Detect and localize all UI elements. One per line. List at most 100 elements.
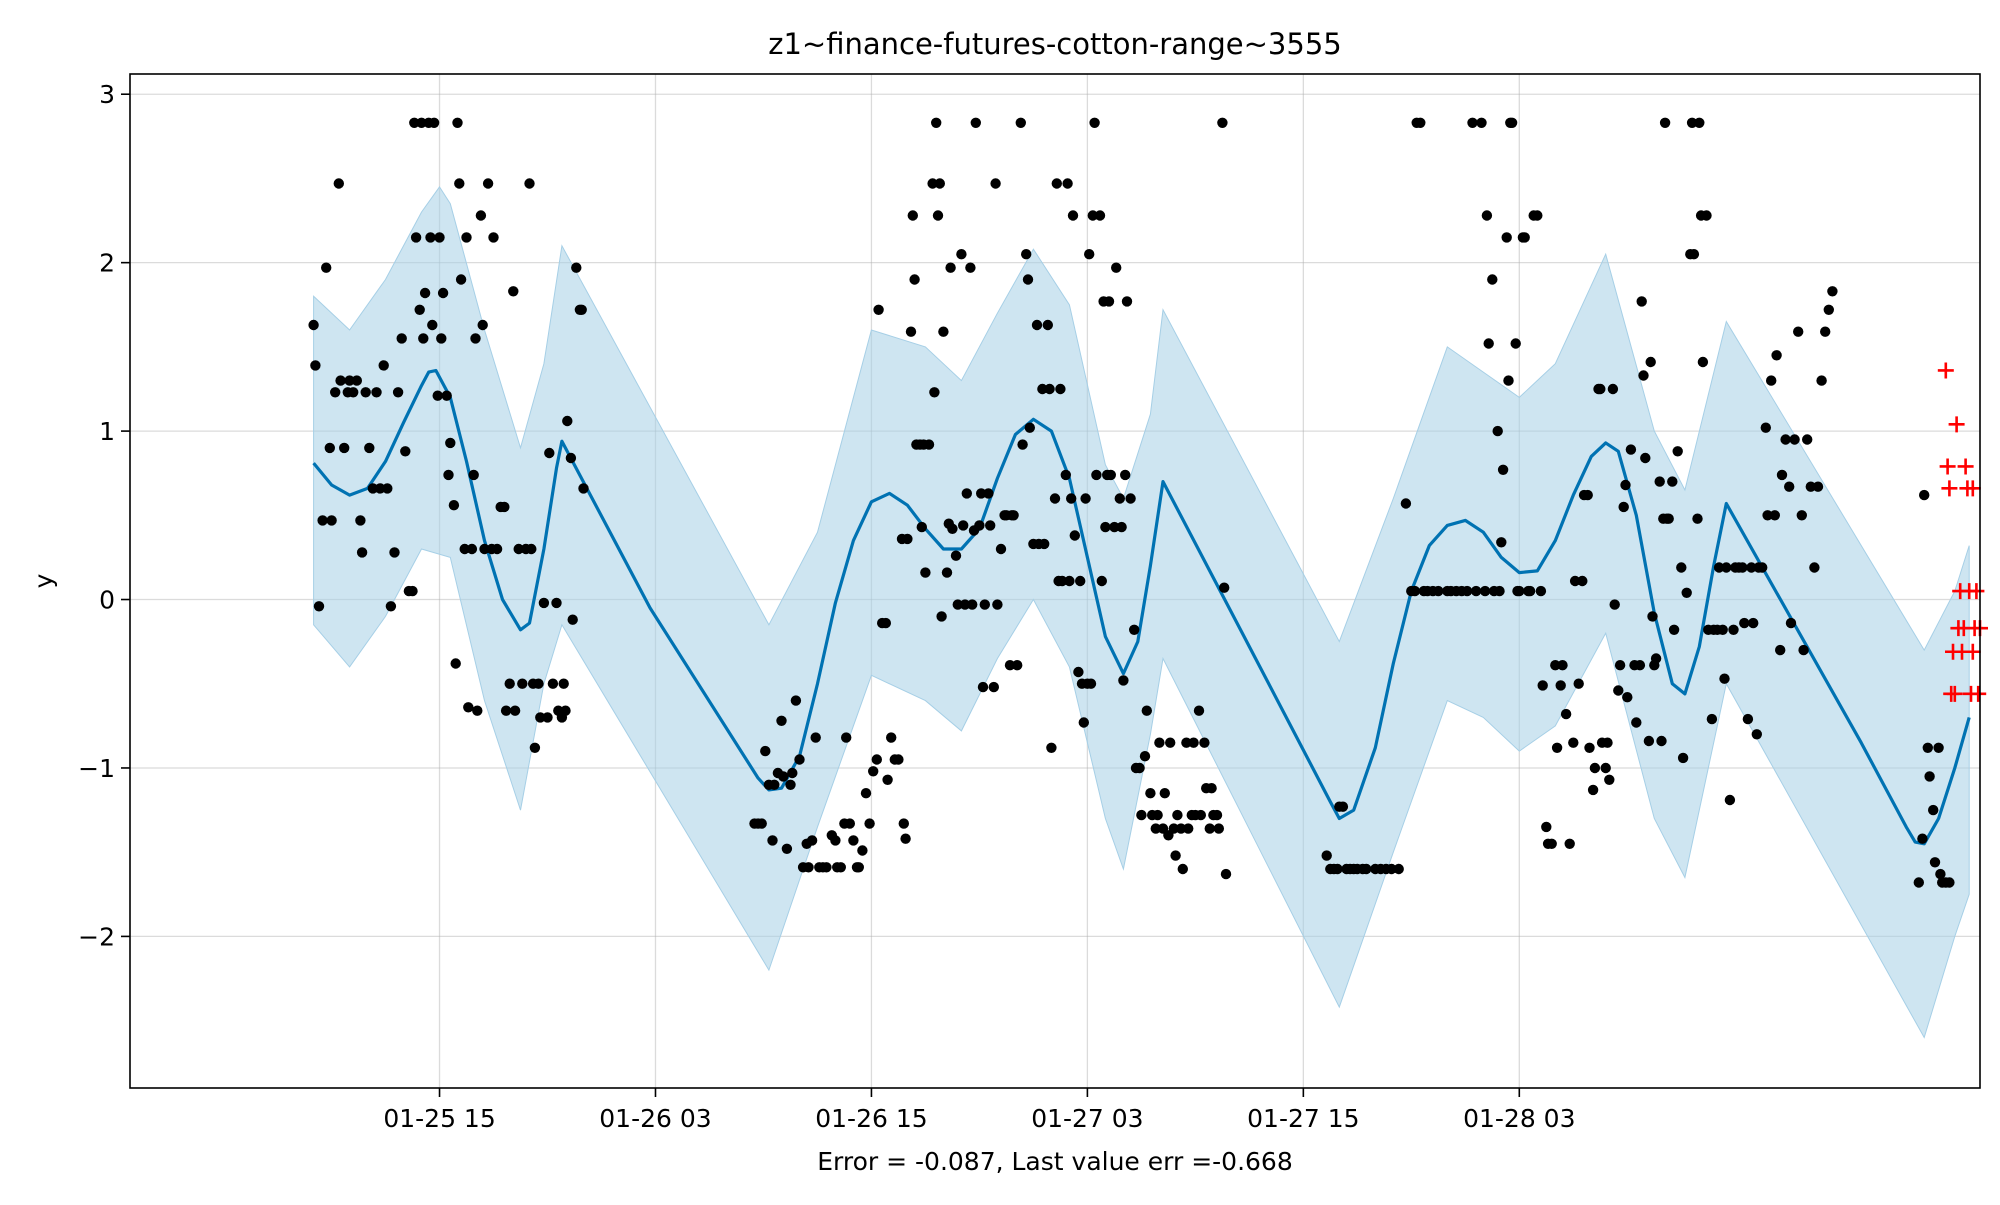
observed-point (538, 597, 550, 609)
observed-point (479, 543, 490, 555)
observed-point (1532, 210, 1543, 221)
observed-point (1152, 809, 1163, 821)
x-tick-label: 01-25 15 (383, 1104, 495, 1133)
test-point (1948, 416, 1965, 433)
observed-point (1136, 809, 1147, 821)
observed-point (1470, 585, 1482, 597)
observed-point (1692, 513, 1703, 524)
y-axis-label: y (29, 573, 58, 588)
observed-point (445, 437, 456, 449)
observed-point (1168, 823, 1180, 834)
observed-point (475, 210, 487, 221)
observed-point (1560, 708, 1572, 720)
observed-point (542, 712, 553, 723)
observed-point (1073, 666, 1084, 678)
observed-point (355, 515, 366, 526)
observed-point (1771, 350, 1782, 361)
observed-point (1757, 562, 1768, 573)
observed-point (1672, 446, 1683, 457)
y-axis-ticks: −2 −1 0 1 2 3 (78, 80, 130, 951)
test-point (1964, 480, 1981, 497)
observed-point (333, 178, 344, 189)
observed-point (961, 488, 972, 499)
observed-point (576, 304, 587, 315)
observed-point (1433, 585, 1444, 597)
observed-point (776, 715, 787, 726)
observed-point (1129, 624, 1140, 635)
observed-point (988, 681, 999, 693)
observed-point (477, 319, 488, 331)
observed-point (936, 611, 947, 622)
observed-point (1564, 838, 1575, 849)
observed-point (414, 304, 425, 315)
observed-point (1154, 737, 1165, 748)
observed-point (310, 360, 321, 371)
observed-point (945, 262, 956, 273)
observed-point (1746, 562, 1757, 573)
observed-point (907, 210, 918, 221)
observed-point (1476, 117, 1487, 128)
observed-point (508, 286, 519, 297)
observed-point (1415, 117, 1426, 128)
observed-point (1643, 735, 1655, 747)
observed-point (886, 732, 897, 743)
observed-point (1667, 476, 1678, 487)
observed-point (1760, 422, 1772, 433)
observed-point (450, 658, 461, 669)
observed-point (472, 705, 483, 716)
observed-point (1062, 178, 1073, 189)
observed-point (434, 232, 445, 243)
x-tick-label: 01-27 03 (1031, 1104, 1143, 1133)
observed-point (1494, 585, 1505, 597)
observed-point (1134, 762, 1145, 774)
observed-point (1645, 356, 1656, 368)
observed-point (1697, 356, 1709, 368)
observed-point (452, 117, 463, 128)
observed-point (1051, 178, 1063, 189)
observed-point (382, 483, 393, 494)
observed-point (1109, 521, 1120, 533)
observed-point (330, 387, 341, 398)
x-axis-label: Error = -0.087, Last value err =-0.668 (817, 1147, 1293, 1176)
observed-point (455, 274, 467, 285)
observed-point (535, 712, 546, 723)
observed-point (970, 117, 981, 128)
observed-point (504, 678, 515, 689)
observed-point (1111, 262, 1122, 273)
observed-point (524, 178, 535, 189)
observed-point (1145, 788, 1156, 799)
observed-point (1067, 210, 1079, 221)
observed-point (909, 274, 920, 285)
observed-point (1188, 737, 1199, 748)
observed-point (893, 754, 904, 765)
observed-point (806, 835, 818, 846)
observed-point (898, 818, 909, 829)
observed-point (1663, 513, 1674, 524)
test-point (1941, 480, 1958, 497)
observed-point (378, 360, 389, 371)
observed-point (1483, 338, 1494, 349)
observed-point (1066, 493, 1077, 504)
observed-point (857, 845, 868, 856)
observed-point (558, 678, 569, 689)
chart-title: z1~finance-futures-cotton-range~3555 (768, 27, 1342, 61)
observed-point (367, 483, 379, 494)
observed-point (1650, 653, 1662, 664)
observed-point (868, 766, 879, 777)
observed-point (500, 705, 512, 716)
observed-point (1069, 530, 1081, 541)
observed-point (977, 681, 989, 693)
observed-point (1913, 877, 1925, 888)
test-point (1964, 643, 1981, 660)
observed-point (1569, 575, 1581, 587)
observed-point (339, 442, 350, 454)
observed-point (756, 818, 767, 829)
observed-point (1172, 809, 1183, 821)
observed-point (1582, 489, 1593, 501)
observed-point (1496, 537, 1507, 548)
observed-point (1217, 117, 1228, 128)
observed-point (1823, 304, 1835, 315)
observed-point (1589, 762, 1601, 774)
observed-point (1602, 737, 1613, 748)
observed-point (1199, 737, 1210, 748)
